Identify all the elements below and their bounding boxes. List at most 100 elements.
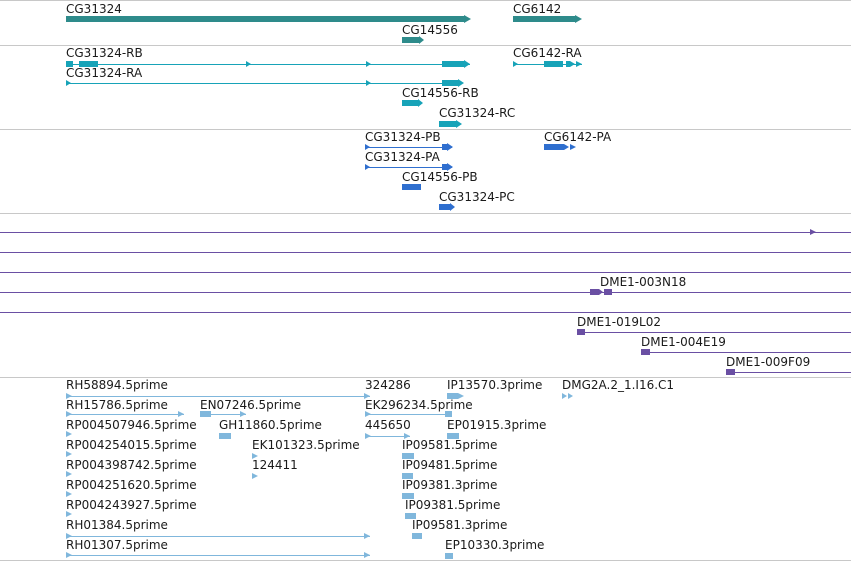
est-label[interactable]: GH11860.5prime [219, 418, 322, 432]
clone-label[interactable]: DME1-019L02 [577, 315, 661, 329]
feature-intron-line [365, 436, 410, 437]
clone-label[interactable]: DME1-009F09 [726, 355, 811, 369]
protein-label[interactable]: CG14556-PB [402, 170, 478, 184]
feature-exon-block [442, 164, 447, 170]
strand-arrow-icon [366, 60, 371, 67]
feature-exon-block [726, 369, 735, 375]
transcript-label[interactable]: CG14556-RB [402, 86, 479, 100]
strand-arrow-icon [366, 79, 371, 86]
est-label[interactable]: RP004254015.5prime [66, 438, 197, 452]
est-label[interactable]: EK296234.5prime [365, 398, 473, 412]
est-label[interactable]: RP004398742.5prime [66, 458, 197, 472]
strand-arrow-icon [564, 143, 569, 150]
gene-label[interactable]: CG6142 [513, 2, 562, 16]
feature-intron-line [66, 396, 370, 397]
feature-exon-block [200, 411, 211, 417]
strand-arrow-icon [568, 393, 573, 399]
feature-exon-block [442, 144, 447, 150]
feature-exon-block [402, 453, 414, 459]
protein-label[interactable]: CG31324-PA [365, 150, 440, 164]
protein-label[interactable]: CG6142-PA [544, 130, 612, 144]
strand-arrow-icon [456, 120, 462, 128]
strand-arrow-icon [66, 551, 72, 558]
feature-intron-line [200, 414, 246, 415]
feature-exon-block [219, 433, 231, 439]
est-label[interactable]: IP09581.3prime [412, 518, 508, 532]
est-label[interactable]: RP004243927.5prime [66, 498, 197, 512]
est-label[interactable]: IP13570.3prime [447, 378, 543, 392]
strand-arrow-icon [246, 60, 251, 67]
feature-intron-line [0, 0, 851, 1]
transcript-label[interactable]: CG6142-RA [513, 46, 582, 60]
feature-exon-block [447, 393, 458, 399]
feature-intron-line [66, 414, 184, 415]
est-label[interactable]: RH01384.5prime [66, 518, 168, 532]
clone-label[interactable]: DME1-003N18 [600, 275, 687, 289]
strand-arrow-icon [404, 432, 410, 439]
est-label[interactable]: RP004507946.5prime [66, 418, 197, 432]
strand-arrow-icon [458, 392, 464, 399]
transcript-label[interactable]: CG31324-RB [66, 46, 143, 60]
feature-intron-line [577, 332, 851, 333]
est-label[interactable]: IP09481.5prime [402, 458, 498, 472]
strand-arrow-icon [66, 410, 72, 417]
feature-exon-block [66, 16, 464, 22]
strand-arrow-icon [364, 551, 370, 558]
clone-label[interactable]: DME1-004E19 [641, 335, 726, 349]
est-label[interactable]: IP09581.5prime [402, 438, 498, 452]
protein-label[interactable]: CG31324-PB [365, 130, 441, 144]
gene-label[interactable]: CG31324 [66, 2, 122, 16]
transcript-label[interactable]: CG31324-RC [439, 106, 516, 120]
strand-arrow-icon [66, 430, 72, 437]
strand-arrow-icon [575, 15, 582, 23]
est-label[interactable]: 324286 [365, 378, 411, 392]
feature-exon-block [79, 61, 98, 67]
feature-intron-line [641, 352, 851, 353]
feature-exon-block [566, 61, 570, 67]
strand-arrow-icon [576, 60, 582, 67]
strand-arrow-icon [599, 288, 603, 295]
feature-exon-block [590, 289, 599, 295]
feature-exon-block [402, 493, 414, 499]
strand-arrow-icon [513, 60, 518, 67]
feature-exon-block [513, 16, 575, 22]
feature-exon-block [402, 37, 419, 43]
est-label[interactable]: RP004251620.5prime [66, 478, 197, 492]
strand-arrow-icon [570, 60, 575, 67]
strand-arrow-icon [178, 410, 184, 417]
feature-intron-line [365, 167, 452, 168]
strand-arrow-icon [570, 143, 576, 150]
est-label[interactable]: RH58894.5prime [66, 378, 168, 392]
strand-arrow-icon [364, 532, 370, 539]
feature-exon-block [577, 329, 585, 335]
feature-intron-line [726, 372, 851, 373]
est-label[interactable]: 124411 [252, 458, 298, 472]
transcript-label[interactable]: CG31324-RA [66, 66, 143, 80]
est-label[interactable]: IP09381.5prime [405, 498, 501, 512]
est-label[interactable]: RH01307.5prime [66, 538, 168, 552]
feature-exon-block [544, 61, 563, 67]
feature-intron-line [0, 292, 851, 293]
strand-arrow-icon [252, 452, 258, 459]
est-label[interactable]: EP01915.3prime [447, 418, 547, 432]
est-label[interactable]: EP10330.3prime [445, 538, 545, 552]
strand-arrow-icon [464, 15, 471, 23]
feature-intron-line [0, 272, 851, 273]
gene-label[interactable]: CG14556 [402, 23, 458, 37]
track-divider [0, 129, 851, 130]
est-label[interactable]: IP09381.3prime [402, 478, 498, 492]
est-label[interactable]: RH15786.5prime [66, 398, 168, 412]
est-label[interactable]: 445650 [365, 418, 411, 432]
strand-arrow-icon [66, 392, 72, 399]
est-label[interactable]: EK101323.5prime [252, 438, 360, 452]
feature-exon-block [442, 61, 464, 67]
feature-exon-block [66, 61, 73, 67]
strand-arrow-icon [66, 490, 72, 497]
feature-intron-line [66, 83, 462, 84]
strand-arrow-icon [418, 99, 423, 107]
strand-arrow-icon [447, 163, 453, 171]
feature-exon-block [439, 204, 450, 210]
est-label[interactable]: DMG2A.2_1.I16.C1 [562, 378, 675, 392]
est-label[interactable]: EN07246.5prime [200, 398, 302, 412]
protein-label[interactable]: CG31324-PC [439, 190, 515, 204]
